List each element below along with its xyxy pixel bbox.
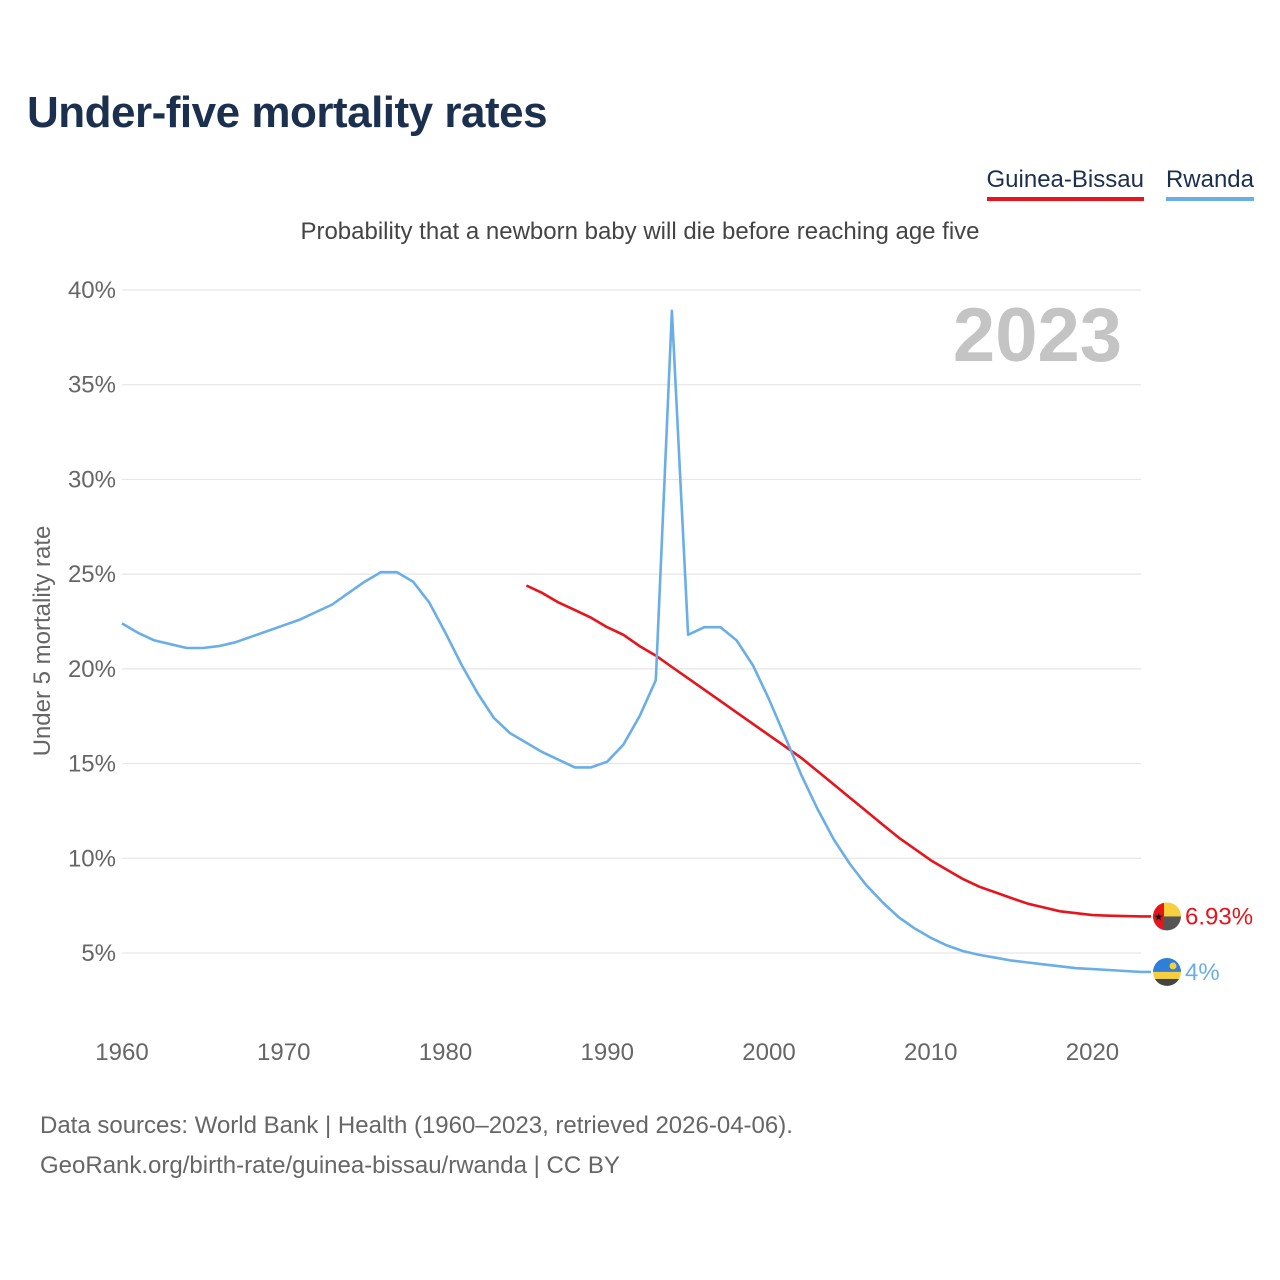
- series-line-guinea-bissau: [525, 584, 1142, 918]
- legend: Guinea-Bissau Rwanda: [986, 166, 1254, 201]
- x-tick-label: 2000: [742, 1039, 795, 1066]
- y-tick-label: 35%: [68, 372, 116, 399]
- x-tick-label: 1960: [95, 1039, 148, 1066]
- end-value-label-rwanda: 4%: [1185, 959, 1220, 986]
- data-source: Data sources: World Bank | Health (1960–…: [40, 1106, 793, 1186]
- y-tick-label: 5%: [81, 940, 116, 967]
- y-axis-label: Under 5 mortality rate: [29, 526, 56, 757]
- source-text: Data sources: World Bank | Health (1960–…: [40, 1112, 793, 1139]
- legend-item-guinea-bissau[interactable]: Guinea-Bissau: [986, 166, 1144, 201]
- source-url[interactable]: GeoRank.org/birth-rate/guinea-bissau/rwa…: [40, 1152, 620, 1179]
- y-tick-label: 15%: [68, 751, 116, 778]
- y-tick-label: 25%: [68, 561, 116, 588]
- rwanda-flag-icon: [1153, 957, 1181, 986]
- y-tick-label: 30%: [68, 466, 116, 493]
- x-tick-label: 1980: [419, 1039, 472, 1066]
- x-tick-label: 1990: [581, 1039, 634, 1066]
- x-tick-label: 2010: [904, 1039, 957, 1066]
- svg-text:★: ★: [1154, 911, 1164, 923]
- year-label: 2023: [953, 293, 1122, 378]
- guinea-bissau-flag-icon: ★: [1153, 902, 1181, 931]
- x-tick-label: 1970: [257, 1039, 310, 1066]
- series-line-rwanda: [121, 309, 1142, 974]
- x-tick-label: 2020: [1066, 1039, 1119, 1066]
- chart-title: Under-five mortality rates: [27, 88, 548, 137]
- y-tick-label: 20%: [68, 656, 116, 683]
- y-tick-label: 10%: [68, 845, 116, 872]
- legend-item-rwanda[interactable]: Rwanda: [1165, 166, 1254, 201]
- y-tick-label: 40%: [68, 277, 116, 304]
- end-value-label-guinea-bissau: 6.93%: [1185, 903, 1253, 930]
- chart-subtitle: Probability that a newborn baby will die…: [300, 218, 980, 245]
